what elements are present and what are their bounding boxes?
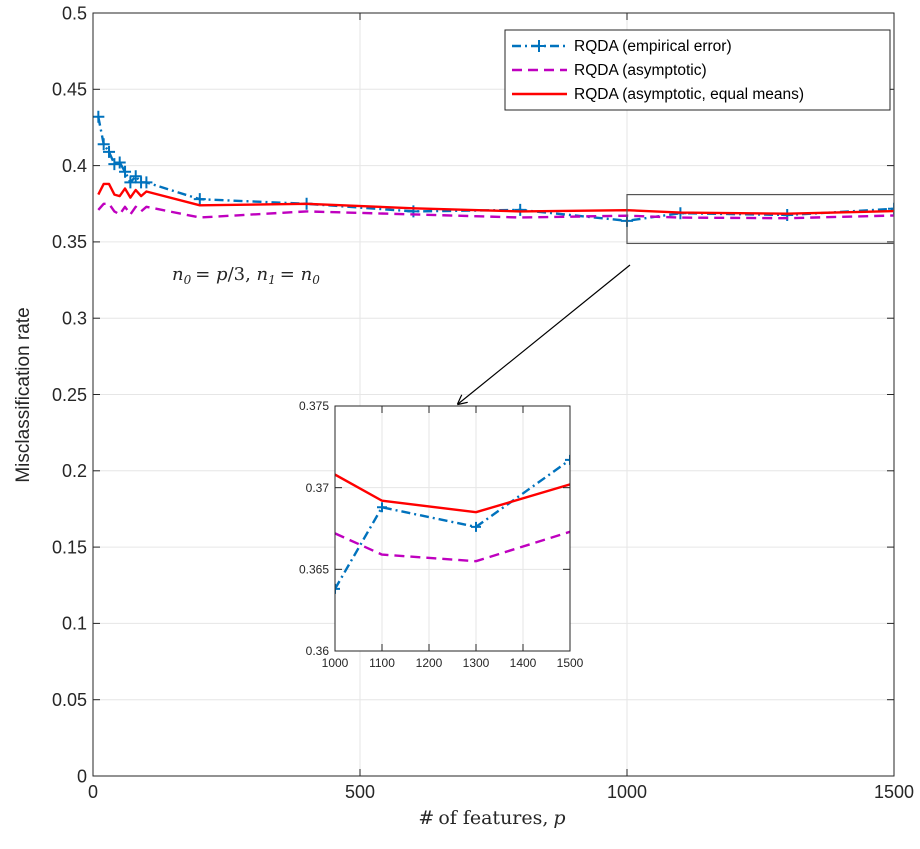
main-data-point <box>193 193 206 206</box>
inset-data-point <box>471 521 481 532</box>
inset-y-tick-label: 0.36 <box>306 644 330 658</box>
legend-label: RQDA (asymptotic) <box>574 62 707 79</box>
legend-label: RQDA (empirical error) <box>574 38 732 55</box>
main-y-tick-label: 0.1 <box>62 614 87 634</box>
inset-chart: 1000 1100 1200 1300 1400 1500 0.36 0.365 0.37 0.3… <box>299 399 584 670</box>
main-grid <box>93 13 894 776</box>
main-data-point <box>97 138 110 151</box>
inset-tick-labels: 1000 1100 1200 1300 1400 1500 0.36 0.365 0.37 0.3… <box>299 399 584 670</box>
main-series-line <box>97 182 894 215</box>
inset-y-tick-label: 0.37 <box>306 481 330 495</box>
main-data-point <box>124 176 137 189</box>
inset-y-tick-label: 0.375 <box>299 399 329 413</box>
main-y-tick-label: 0 <box>77 766 87 786</box>
y-axis-label: Misclassification rate <box>13 307 34 482</box>
main-x-tick-label: 1000 <box>607 782 647 802</box>
inset-x-tick-label: 1500 <box>557 656 584 670</box>
main-y-tick-label: 0.45 <box>52 80 87 100</box>
main-y-tick-label: 0.3 <box>62 309 87 329</box>
main-data-point <box>888 202 894 215</box>
main-y-tick-label: 0.15 <box>52 537 87 557</box>
main-tick-labels: 0 500 1000 1500 0 0.05 0.1 0.15 0.2 0.25 0.3 0.35 0.… <box>52 3 914 802</box>
main-data-point <box>113 156 126 169</box>
zoom-arrow <box>458 264 631 404</box>
main-data-point <box>93 110 105 123</box>
main-series-layer <box>93 110 894 227</box>
main-data-point <box>514 203 527 216</box>
inset-plot-frame <box>334 405 571 652</box>
main-x-tick-label: 1500 <box>874 782 914 802</box>
inset-series-line <box>335 473 570 514</box>
inset-data-point <box>565 454 570 465</box>
inset-x-tick-label: 1300 <box>463 656 490 670</box>
main-series-line <box>97 202 894 220</box>
main-data-point <box>119 165 132 178</box>
inset-data-point <box>377 502 387 513</box>
x-axis-label: # of features, p <box>418 807 565 829</box>
main-ticks <box>92 12 895 777</box>
inset-x-tick-label: 1000 <box>322 656 349 670</box>
main-y-tick-label: 0.05 <box>52 690 87 710</box>
legend-marker <box>533 40 545 52</box>
main-y-tick-label: 0.2 <box>62 461 87 481</box>
inset-series-line <box>335 530 570 563</box>
main-y-tick-label: 0.5 <box>62 3 87 23</box>
main-data-point <box>108 158 121 171</box>
inset-x-tick-label: 1200 <box>416 656 443 670</box>
main-y-tick-label: 0.25 <box>52 385 87 405</box>
inset-series-layer <box>335 454 570 594</box>
main-data-point <box>140 176 153 189</box>
main-y-tick-label: 0.35 <box>52 232 87 252</box>
inset-grid <box>335 406 570 651</box>
inset-background <box>335 406 570 651</box>
inset-data-point <box>335 583 340 594</box>
main-data-point <box>129 170 142 183</box>
main-x-tick-label: 0 <box>88 782 98 802</box>
inset-x-tick-label: 1100 <box>369 656 395 670</box>
zoom-region-box <box>626 193 895 245</box>
inset-x-tick-label: 1400 <box>510 656 537 670</box>
legend: RQDA (empirical error) RQDA (asymptotic) R… <box>504 29 891 111</box>
legend-label: RQDA (asymptotic, equal means) <box>574 86 804 103</box>
main-data-point <box>103 145 116 158</box>
main-y-tick-label: 0.4 <box>62 156 87 176</box>
main-x-tick-label: 500 <box>345 782 375 802</box>
annotation-text: n0 = p/3, n1 = n0 <box>172 264 320 287</box>
inset-ticks <box>334 405 571 652</box>
legend-box <box>504 29 891 111</box>
inset-y-tick-label: 0.365 <box>299 563 329 577</box>
inset-series-line <box>335 458 570 590</box>
